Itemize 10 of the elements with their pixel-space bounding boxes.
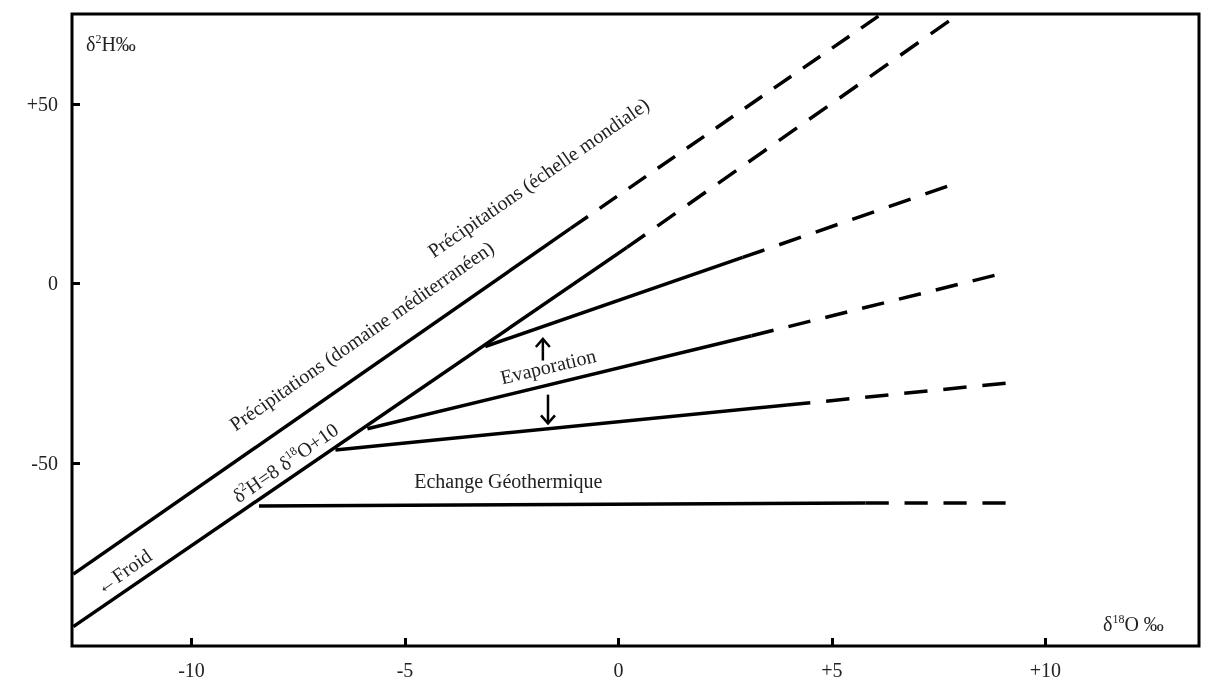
y-tick-label: -50 bbox=[31, 451, 58, 474]
x-tick-label: -5 bbox=[396, 659, 414, 681]
x-tick-label: -10 bbox=[178, 659, 205, 681]
x-tick-label: +5 bbox=[821, 659, 843, 681]
annotation: Evaporation bbox=[497, 344, 599, 390]
annotation: Echange Géothermique bbox=[414, 469, 603, 493]
x-tick-label: 0 bbox=[613, 659, 624, 681]
y-tick-label: 0 bbox=[48, 272, 58, 295]
x-tick-label: +10 bbox=[1029, 659, 1061, 681]
y-tick-label: +50 bbox=[26, 92, 58, 115]
